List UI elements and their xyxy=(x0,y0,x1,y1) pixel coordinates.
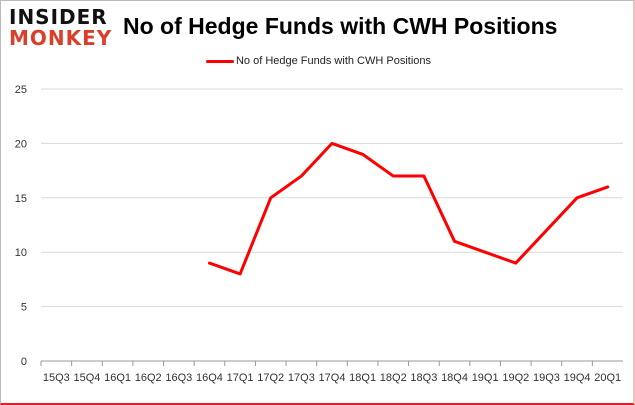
x-tick-label: 19Q3 xyxy=(533,372,560,384)
data-point xyxy=(545,229,547,231)
x-tick-label: 17Q4 xyxy=(319,372,346,384)
x-tick-label: 16Q4 xyxy=(196,372,223,384)
x-tick-label: 15Q4 xyxy=(73,372,100,384)
x-tick-label: 18Q4 xyxy=(441,372,468,384)
series-line xyxy=(207,141,610,276)
legend-label: No of Hedge Funds with CWH Positions xyxy=(235,55,432,67)
x-tick-label: 15Q3 xyxy=(43,372,70,384)
x-tick-label: 16Q3 xyxy=(165,372,192,384)
x-tick-label: 18Q2 xyxy=(380,372,407,384)
data-point xyxy=(270,197,272,199)
data-point xyxy=(454,240,456,242)
data-point xyxy=(300,175,302,177)
chart-title: No of Hedge Funds with CWH Positions xyxy=(123,13,558,39)
y-tick-label: 0 xyxy=(21,356,27,368)
y-tick-label: 5 xyxy=(21,302,27,314)
x-tick-label: 16Q2 xyxy=(135,372,162,384)
y-tick-label: 20 xyxy=(15,138,27,150)
x-tick-label: 19Q2 xyxy=(502,372,529,384)
x-tick-label: 18Q1 xyxy=(349,372,376,384)
data-point xyxy=(515,262,517,264)
data-point xyxy=(607,186,609,188)
x-tick-label: 17Q1 xyxy=(227,372,254,384)
data-point xyxy=(576,197,578,199)
data-point xyxy=(423,175,425,177)
y-tick-label: 15 xyxy=(15,193,27,205)
x-tick-label: 17Q2 xyxy=(257,372,284,384)
x-tick-label: 19Q1 xyxy=(472,372,499,384)
legend: No of Hedge Funds with CWH Positions xyxy=(1,55,633,67)
x-tick-label: 20Q1 xyxy=(594,372,621,384)
data-point xyxy=(392,175,394,177)
x-tick-label: 16Q1 xyxy=(104,372,131,384)
data-point xyxy=(208,262,210,264)
data-point xyxy=(362,153,364,155)
y-tick-label: 25 xyxy=(15,84,27,96)
x-tick-label: 17Q3 xyxy=(288,372,315,384)
legend-swatch xyxy=(205,59,234,63)
x-tick-label: 18Q3 xyxy=(410,372,437,384)
x-tick-label: 19Q4 xyxy=(564,372,591,384)
insider-monkey-logo: INSIDER MONKEY xyxy=(9,7,119,53)
logo-line2: MONKEY xyxy=(9,26,113,50)
logo-line1: INSIDER xyxy=(9,5,108,29)
y-tick-label: 10 xyxy=(15,247,27,259)
data-point xyxy=(484,251,486,253)
data-point xyxy=(331,142,333,144)
data-point xyxy=(239,273,241,275)
